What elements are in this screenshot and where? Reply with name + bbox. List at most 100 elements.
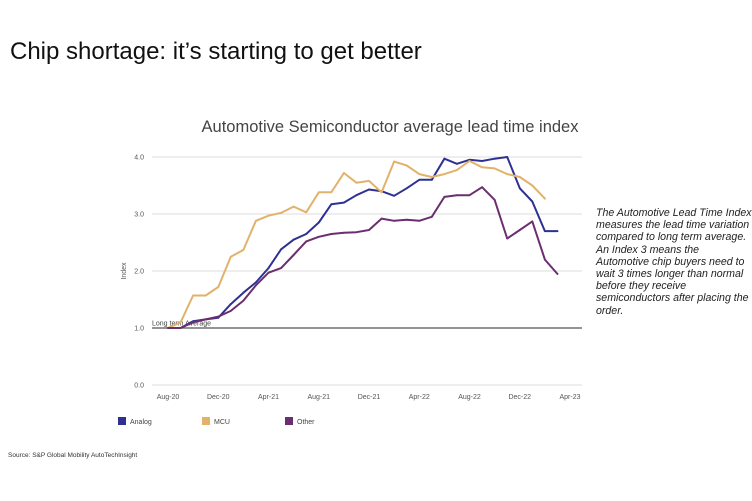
data-point-mcu — [267, 214, 270, 217]
data-point-analog — [280, 248, 282, 251]
legend-label-analog: Analog — [130, 419, 152, 426]
data-point-analog — [418, 178, 421, 181]
x-tick-label: Aug-20 — [157, 394, 180, 401]
data-point-analog — [229, 303, 232, 305]
data-point-other — [518, 229, 521, 231]
data-point-mcu — [292, 205, 295, 208]
data-point-mcu — [192, 294, 195, 297]
data-point-mcu — [493, 167, 496, 170]
data-point-other — [179, 327, 182, 329]
data-point-analog — [531, 200, 534, 203]
data-point-other — [531, 220, 534, 223]
data-point-mcu — [468, 160, 471, 162]
data-point-mcu — [242, 249, 245, 251]
data-point-other — [292, 254, 295, 256]
data-point-other — [481, 186, 483, 189]
data-point-analog — [543, 230, 546, 233]
data-point-analog — [267, 267, 270, 270]
chart-annotation: The Automotive Lead Time Index measures … — [596, 207, 752, 317]
legend-label-mcu: MCU — [214, 419, 230, 426]
y-tick-label: 0.0 — [134, 383, 144, 390]
data-point-mcu — [368, 180, 370, 182]
x-tick-label: Dec-21 — [358, 394, 381, 401]
data-point-other — [368, 229, 370, 231]
slide-title: Chip shortage: it’s starting to get bett… — [10, 38, 422, 65]
x-tick-label: Dec-20 — [207, 394, 230, 401]
x-tick-label: Apr-22 — [409, 394, 430, 401]
legend: Analog MCU Other — [118, 417, 315, 426]
data-point-other — [330, 233, 333, 235]
data-point-other — [418, 219, 421, 222]
data-point-other — [255, 284, 257, 287]
data-point-other — [393, 219, 396, 222]
data-point-mcu — [217, 286, 220, 288]
data-point-mcu — [405, 164, 408, 167]
data-point-other — [493, 198, 496, 201]
data-point-other — [380, 217, 383, 220]
x-tick-label: Aug-21 — [307, 394, 330, 401]
data-point-mcu — [531, 184, 534, 187]
data-point-other — [342, 231, 345, 234]
y-tick-label: 2.0 — [134, 269, 144, 276]
data-point-analog — [518, 187, 521, 190]
series-lines — [167, 156, 559, 329]
data-point-analog — [493, 157, 496, 160]
data-point-analog — [368, 188, 370, 191]
data-point-analog — [443, 157, 446, 160]
data-point-other — [192, 321, 195, 324]
series-line-other — [167, 186, 559, 329]
data-point-other — [167, 327, 169, 329]
y-tick-label: 4.0 — [134, 155, 144, 162]
x-tick-label: Dec-22 — [508, 394, 531, 401]
data-point-analog — [255, 281, 257, 284]
data-point-mcu — [179, 321, 182, 324]
data-point-mcu — [393, 160, 396, 163]
data-point-mcu — [418, 173, 421, 176]
data-point-other — [430, 215, 433, 218]
source-note: Source: S&P Global Mobility AutoTechInsi… — [8, 452, 138, 459]
data-point-mcu — [481, 166, 483, 169]
data-point-mcu — [543, 197, 546, 200]
data-point-other — [443, 196, 446, 198]
data-point-mcu — [456, 169, 458, 172]
data-point-analog — [292, 238, 295, 241]
data-point-mcu — [342, 172, 345, 174]
data-point-analog — [481, 160, 483, 162]
data-point-analog — [317, 221, 320, 224]
long-term-average-label: Long term Average — [152, 321, 211, 328]
data-point-other — [405, 218, 408, 221]
data-point-other — [317, 235, 320, 238]
y-tick-label: 1.0 — [134, 326, 144, 333]
x-tick-label: Aug-22 — [458, 394, 481, 401]
data-point-mcu — [204, 294, 207, 297]
data-point-analog — [342, 201, 345, 204]
data-point-mcu — [305, 211, 308, 214]
data-point-mcu — [280, 211, 282, 214]
data-point-other — [280, 267, 282, 270]
legend-swatch-analog — [118, 417, 126, 425]
x-tick-label: Apr-21 — [258, 394, 279, 401]
data-point-mcu — [430, 176, 433, 178]
reference-line-group: Long term Average — [152, 321, 582, 329]
data-point-other — [556, 272, 559, 275]
y-axis-title: Index — [121, 262, 128, 280]
data-point-analog — [355, 194, 358, 197]
series-line-analog — [167, 156, 559, 329]
data-point-analog — [556, 230, 559, 233]
data-point-analog — [242, 291, 245, 294]
data-point-mcu — [255, 219, 257, 222]
data-point-mcu — [443, 173, 446, 176]
data-point-analog — [430, 178, 433, 181]
data-point-other — [229, 310, 232, 312]
data-point-mcu — [229, 255, 232, 258]
data-point-other — [543, 258, 546, 261]
data-point-analog — [506, 156, 509, 158]
data-point-other — [267, 271, 270, 274]
data-point-analog — [405, 187, 408, 190]
data-point-other — [217, 315, 220, 318]
data-point-other — [468, 194, 471, 197]
data-point-mcu — [355, 181, 358, 184]
y-tick-label: 3.0 — [134, 212, 144, 219]
data-point-other — [242, 299, 245, 302]
